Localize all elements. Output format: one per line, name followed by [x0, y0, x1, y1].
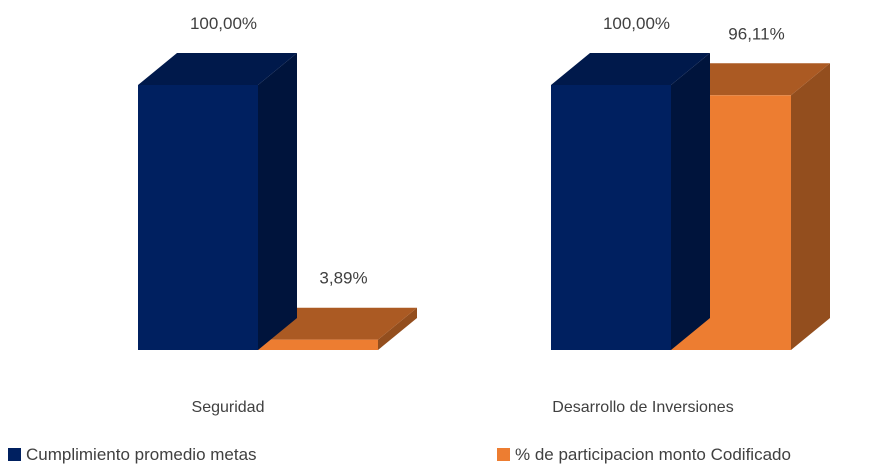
bar-side-face — [671, 53, 710, 350]
data-label-seguridad-series-1: 3,89% — [319, 269, 367, 288]
legend-item-participacion: % de participacion monto Codificado — [497, 444, 791, 465]
data-label-seguridad-series-0: 100,00% — [190, 14, 257, 33]
bar-front-face — [258, 339, 378, 350]
category-label-seguridad: Seguridad — [192, 399, 265, 416]
bar-top-face — [671, 63, 830, 96]
bar-seguridad-series-1 — [258, 307, 417, 350]
legend-swatch-participacion — [497, 448, 510, 461]
bar-front-face — [138, 85, 258, 350]
bar-top-face — [258, 307, 417, 340]
bar-side-face — [258, 53, 297, 350]
category-label-desarrollo-de-inversiones: Desarrollo de Inversiones — [552, 399, 733, 416]
category-axis-labels: Seguridad Desarrollo de Inversiones — [192, 399, 734, 416]
bar-top-face — [551, 53, 710, 85]
bars-layer — [138, 53, 830, 350]
legend-swatch-cumplimiento — [8, 448, 21, 461]
bar-desarrollo-de-inversiones-series-0 — [551, 53, 710, 350]
legend-label-participacion: % de participacion monto Codificado — [515, 445, 791, 464]
data-labels-layer: 3,89% 100,00% 96,11% 100,00% — [190, 14, 785, 288]
bar-side-face — [378, 307, 417, 350]
legend-label-cumplimiento: Cumplimiento promedio metas — [26, 445, 257, 464]
bar-seguridad-series-0 — [138, 53, 297, 350]
legend-item-cumplimiento: Cumplimiento promedio metas — [8, 444, 257, 465]
bar-front-face — [551, 85, 671, 350]
bar-top-face — [138, 53, 297, 85]
bar-side-face — [791, 63, 830, 350]
data-label-desarrollo-de-inversiones-series-1: 96,11% — [728, 24, 784, 43]
legend: Cumplimiento promedio metas % de partici… — [0, 444, 872, 465]
data-label-desarrollo-de-inversiones-series-0: 100,00% — [603, 14, 670, 33]
